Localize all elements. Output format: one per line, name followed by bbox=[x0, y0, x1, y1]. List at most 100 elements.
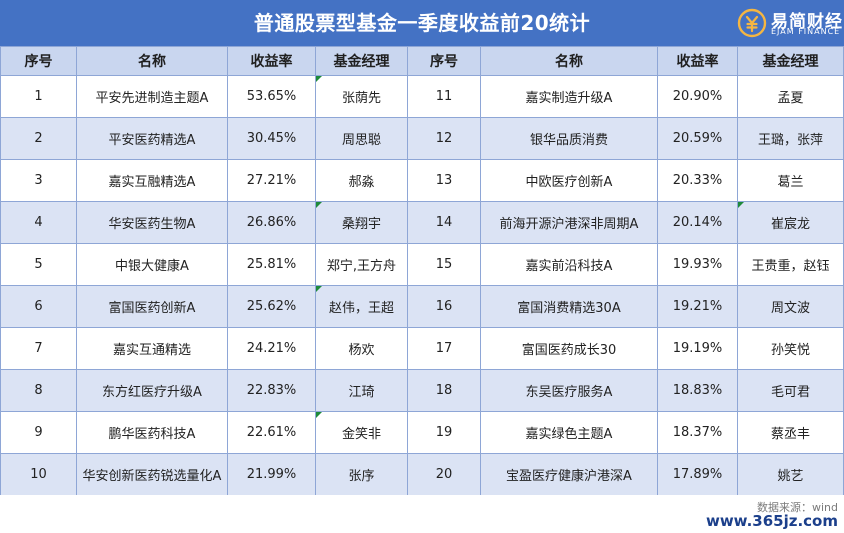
data-source-note: 数据来源：wind bbox=[756, 501, 838, 514]
return-cell: 20.33% bbox=[657, 159, 738, 202]
fund-name-cell: 鹏华医药科技A bbox=[76, 411, 228, 454]
manager-cell: 桑翔宇 bbox=[315, 201, 408, 244]
fund-name-cell: 富国消费精选30A bbox=[480, 285, 658, 328]
header-manager-left: 基金经理 bbox=[315, 46, 408, 76]
manager-cell: 葛兰 bbox=[737, 159, 844, 202]
rank-cell: 20 bbox=[407, 453, 481, 496]
rank-cell: 9 bbox=[0, 411, 77, 454]
fund-name-cell: 前海开源沪港深非周期A bbox=[480, 201, 658, 244]
return-cell: 25.81% bbox=[227, 243, 316, 286]
header-name-right: 名称 bbox=[480, 46, 658, 76]
manager-cell: 蔡丞丰 bbox=[737, 411, 844, 454]
table-row: 6 富国医药创新A 25.62% 赵伟，王超 16 富国消费精选30A 19.2… bbox=[0, 285, 844, 328]
fund-name-cell: 银华品质消费 bbox=[480, 117, 658, 160]
fund-name-cell: 嘉实互通精选 bbox=[76, 327, 228, 370]
rank-cell: 10 bbox=[0, 453, 77, 496]
rank-cell: 8 bbox=[0, 369, 77, 412]
rank-cell: 5 bbox=[0, 243, 77, 286]
fund-name-cell: 中欧医疗创新A bbox=[480, 159, 658, 202]
rank-cell: 1 bbox=[0, 75, 77, 118]
header-manager-right: 基金经理 bbox=[737, 46, 844, 76]
fund-name-cell: 嘉实绿色主题A bbox=[480, 411, 658, 454]
return-cell: 18.37% bbox=[657, 411, 738, 454]
return-cell: 30.45% bbox=[227, 117, 316, 160]
fund-name-cell: 富国医药创新A bbox=[76, 285, 228, 328]
manager-cell: 周思聪 bbox=[315, 117, 408, 160]
return-cell: 20.14% bbox=[657, 201, 738, 244]
manager-cell: 赵伟，王超 bbox=[315, 285, 408, 328]
header-name-left: 名称 bbox=[76, 46, 228, 76]
rank-cell: 11 bbox=[407, 75, 481, 118]
return-cell: 19.19% bbox=[657, 327, 738, 370]
manager-cell: 崔宸龙 bbox=[737, 201, 844, 244]
rank-cell: 16 bbox=[407, 285, 481, 328]
site-watermark: www.365jz.com bbox=[705, 512, 838, 530]
return-cell: 17.89% bbox=[657, 453, 738, 496]
fund-name-cell: 华安医药生物A bbox=[76, 201, 228, 244]
return-cell: 53.65% bbox=[227, 75, 316, 118]
manager-cell: 姚艺 bbox=[737, 453, 844, 496]
fund-name-cell: 平安先进制造主题A bbox=[76, 75, 228, 118]
coin-icon bbox=[737, 8, 767, 38]
footer-area bbox=[0, 495, 844, 533]
rank-cell: 7 bbox=[0, 327, 77, 370]
header-no-right: 序号 bbox=[407, 46, 481, 76]
table-row: 2 平安医药精选A 30.45% 周思聪 12 银华品质消费 20.59% 王璐… bbox=[0, 117, 844, 160]
rank-cell: 14 bbox=[407, 201, 481, 244]
manager-cell: 毛可君 bbox=[737, 369, 844, 412]
return-cell: 21.99% bbox=[227, 453, 316, 496]
fund-name-cell: 嘉实制造升级A bbox=[480, 75, 658, 118]
fund-name-cell: 中银大健康A bbox=[76, 243, 228, 286]
fund-name-cell: 东吴医疗服务A bbox=[480, 369, 658, 412]
fund-name-cell: 富国医药成长30 bbox=[480, 327, 658, 370]
return-cell: 26.86% bbox=[227, 201, 316, 244]
rank-cell: 18 bbox=[407, 369, 481, 412]
manager-cell: 金笑非 bbox=[315, 411, 408, 454]
manager-cell: 杨欢 bbox=[315, 327, 408, 370]
return-cell: 27.21% bbox=[227, 159, 316, 202]
fund-name-cell: 华安创新医药锐选量化A bbox=[76, 453, 228, 496]
return-cell: 24.21% bbox=[227, 327, 316, 370]
return-cell: 20.59% bbox=[657, 117, 738, 160]
return-cell: 22.83% bbox=[227, 369, 316, 412]
rank-cell: 3 bbox=[0, 159, 77, 202]
rank-cell: 17 bbox=[407, 327, 481, 370]
rank-cell: 6 bbox=[0, 285, 77, 328]
return-cell: 19.21% bbox=[657, 285, 738, 328]
table-row: 5 中银大健康A 25.81% 郑宁,王方舟 15 嘉实前沿科技A 19.93%… bbox=[0, 243, 844, 286]
logo-subtitle: EJAM FINANCE bbox=[771, 27, 841, 36]
manager-cell: 孟夏 bbox=[737, 75, 844, 118]
rank-cell: 4 bbox=[0, 201, 77, 244]
manager-cell: 孙笑悦 bbox=[737, 327, 844, 370]
table-row: 1 平安先进制造主题A 53.65% 张荫先 11 嘉实制造升级A 20.90%… bbox=[0, 75, 844, 118]
return-cell: 22.61% bbox=[227, 411, 316, 454]
fund-return-table: 序号 名称 收益率 基金经理 序号 名称 收益率 基金经理 1 平安先进制造主题… bbox=[0, 46, 844, 496]
fund-name-cell: 东方红医疗升级A bbox=[76, 369, 228, 412]
brand-logo: 易简财经 EJAM FINANCE bbox=[737, 6, 842, 40]
rank-cell: 15 bbox=[407, 243, 481, 286]
table-header-row: 序号 名称 收益率 基金经理 序号 名称 收益率 基金经理 bbox=[0, 46, 844, 76]
rank-cell: 12 bbox=[407, 117, 481, 160]
fund-name-cell: 宝盈医疗健康沪港深A bbox=[480, 453, 658, 496]
table-row: 9 鹏华医药科技A 22.61% 金笑非 19 嘉实绿色主题A 18.37% 蔡… bbox=[0, 411, 844, 454]
header-return-left: 收益率 bbox=[227, 46, 316, 76]
manager-cell: 郑宁,王方舟 bbox=[315, 243, 408, 286]
return-cell: 18.83% bbox=[657, 369, 738, 412]
manager-cell: 张序 bbox=[315, 453, 408, 496]
fund-name-cell: 平安医药精选A bbox=[76, 117, 228, 160]
table-row: 10 华安创新医药锐选量化A 21.99% 张序 20 宝盈医疗健康沪港深A 1… bbox=[0, 453, 844, 496]
rank-cell: 19 bbox=[407, 411, 481, 454]
manager-cell: 郝淼 bbox=[315, 159, 408, 202]
return-cell: 19.93% bbox=[657, 243, 738, 286]
manager-cell: 王璐，张萍 bbox=[737, 117, 844, 160]
logo-name: 易简财经 bbox=[771, 12, 843, 32]
manager-cell: 王贵重，赵钰 bbox=[737, 243, 844, 286]
header-return-right: 收益率 bbox=[657, 46, 738, 76]
table-row: 8 东方红医疗升级A 22.83% 江琦 18 东吴医疗服务A 18.83% 毛… bbox=[0, 369, 844, 412]
header-no-left: 序号 bbox=[0, 46, 77, 76]
title-bar bbox=[0, 0, 844, 46]
manager-cell: 张荫先 bbox=[315, 75, 408, 118]
manager-cell: 周文波 bbox=[737, 285, 844, 328]
return-cell: 25.62% bbox=[227, 285, 316, 328]
table-row: 3 嘉实互融精选A 27.21% 郝淼 13 中欧医疗创新A 20.33% 葛兰 bbox=[0, 159, 844, 202]
